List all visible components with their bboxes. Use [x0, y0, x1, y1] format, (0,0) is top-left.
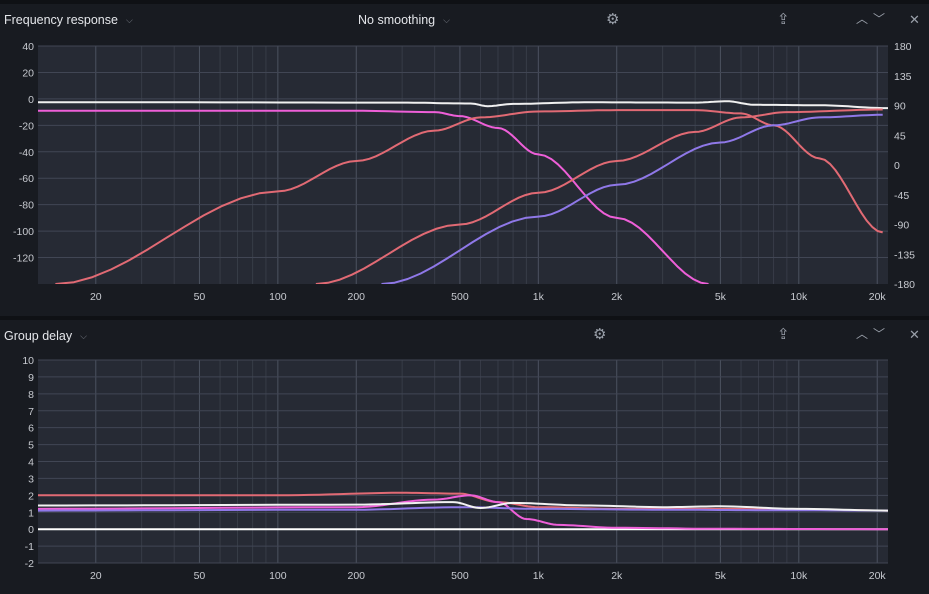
x-tick-label: 50: [194, 570, 206, 582]
x-tick-label: 200: [347, 570, 365, 582]
panel-header: Frequency response ⌵ No smoothing ⌵ ⚙ ⇪ ︿ …: [0, 4, 929, 34]
series-line: [38, 506, 888, 512]
x-tick-label: 20k: [869, 570, 887, 582]
y-tick-label: 20: [22, 67, 34, 79]
panel-title[interactable]: Frequency response ⌵: [4, 13, 133, 27]
series-line: [38, 100, 888, 110]
series-line: [315, 108, 883, 284]
close-icon[interactable]: ✕: [909, 327, 920, 342]
chevron-down-icon[interactable]: ⌵: [125, 15, 133, 25]
chevron-down-icon[interactable]: ﹀: [873, 12, 886, 26]
panel-title[interactable]: Group delay ⌵: [4, 329, 87, 343]
x-tick-label: 5k: [715, 291, 727, 303]
y-tick-label: -1: [25, 541, 34, 553]
x-tick-label: 1k: [533, 291, 545, 303]
y-tick-label: -80: [19, 200, 34, 212]
y-tick-label: 40: [22, 41, 34, 53]
x-tick-label: 50: [194, 291, 206, 303]
x-tick-label: 500: [451, 291, 469, 303]
x-tick-label: 200: [347, 291, 365, 303]
series-line: [55, 109, 883, 284]
x-tick-label: 10k: [790, 291, 808, 303]
y2-tick-label: 90: [894, 101, 906, 113]
y-tick-label: 10: [22, 355, 34, 367]
smoothing-dropdown[interactable]: No smoothing ⌵: [358, 13, 450, 27]
export-icon[interactable]: ⇪: [777, 11, 790, 28]
y-tick-label: -20: [19, 120, 34, 132]
y2-tick-label: 0: [894, 160, 900, 172]
frequency-response-chart[interactable]: 40200-20-40-60-80-100-12018013590450-45-…: [0, 4, 929, 316]
y-tick-label: -100: [13, 226, 34, 238]
x-tick-label: 10k: [790, 570, 808, 582]
chevron-up-icon[interactable]: ︿: [856, 327, 869, 341]
series-line: [38, 109, 709, 284]
y-tick-label: 9: [28, 372, 34, 384]
gear-icon[interactable]: ⚙: [606, 11, 620, 28]
x-tick-label: 5k: [715, 570, 727, 582]
y2-tick-label: -135: [894, 249, 915, 261]
y-tick-label: -2: [25, 558, 34, 570]
y2-tick-label: 45: [894, 130, 906, 142]
x-tick-label: 1k: [533, 570, 545, 582]
y-tick-label: 7: [28, 406, 34, 418]
panel-header: Group delay ⌵ ⚙ ⇪ ︿ ﹀ ✕: [0, 320, 929, 350]
y-tick-label: 8: [28, 389, 34, 401]
x-tick-label: 20k: [869, 291, 887, 303]
series-line: [38, 501, 888, 512]
y2-tick-label: 135: [894, 71, 912, 83]
y-tick-label: 3: [28, 473, 34, 485]
chevron-down-icon[interactable]: ⌵: [443, 15, 450, 25]
group-delay-panel: Group delay ⌵ ⚙ ⇪ ︿ ﹀ ✕ 10 9 8 7 6 5 4 3 2 1 0 -1 -2 2…: [0, 320, 929, 594]
y2-tick-label: 180: [894, 41, 912, 53]
export-icon[interactable]: ⇪: [777, 326, 790, 343]
x-tick-label: 100: [269, 291, 287, 303]
y-tick-label: 2: [28, 490, 34, 502]
y-tick-label: 4: [28, 457, 34, 469]
y-tick-label: -120: [13, 253, 34, 265]
y2-tick-label: -180: [894, 279, 915, 291]
x-tick-label: 2k: [611, 291, 623, 303]
close-icon[interactable]: ✕: [909, 12, 920, 27]
y-tick-label: -60: [19, 173, 34, 185]
y2-tick-label: -45: [894, 190, 909, 202]
y-tick-label: 5: [28, 440, 34, 452]
x-tick-label: 2k: [611, 570, 623, 582]
chevron-up-icon[interactable]: ︿: [856, 12, 869, 26]
y-tick-label: -40: [19, 147, 34, 159]
x-tick-label: 20: [90, 291, 102, 303]
y-tick-label: 1: [28, 507, 34, 519]
x-tick-label: 100: [269, 570, 287, 582]
frequency-response-panel: Frequency response ⌵ No smoothing ⌵ ⚙ ⇪ ︿ …: [0, 4, 929, 316]
x-tick-label: 20: [90, 570, 102, 582]
y2-tick-label: -90: [894, 220, 909, 232]
x-tick-label: 500: [451, 570, 469, 582]
chevron-down-icon[interactable]: ﹀: [873, 327, 886, 341]
chevron-down-icon[interactable]: ⌵: [80, 331, 87, 341]
plot-area: [38, 46, 888, 284]
y-tick-label: 6: [28, 423, 34, 435]
gear-icon[interactable]: ⚙: [593, 326, 607, 343]
series-line: [381, 113, 883, 284]
y-tick-label: 0: [28, 94, 34, 106]
y-tick-label: 0: [28, 524, 34, 536]
